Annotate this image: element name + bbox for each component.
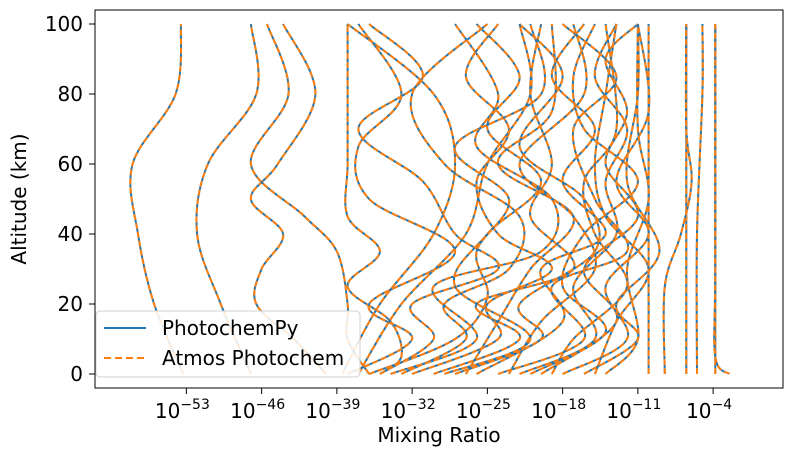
series-line-atmos-photochem-25 bbox=[593, 23, 650, 375]
series-line-atmos-photochem-8 bbox=[390, 23, 560, 375]
series-line-atmos-photochem-24 bbox=[551, 23, 629, 375]
y-axis-ticks: 0 20 40 60 80 100 bbox=[45, 12, 95, 386]
series-line-atmos-photochem-20 bbox=[368, 23, 547, 375]
x-tick-label-6: 10−11 bbox=[606, 397, 661, 423]
y-tick-label-2: 40 bbox=[58, 222, 83, 246]
x-tick-label-7: 10−4 bbox=[686, 397, 732, 423]
x-tick-label-2: 10−39 bbox=[305, 397, 360, 423]
series-line-atmos-photochem-0 bbox=[129, 23, 185, 375]
x-axis-ticks: 10−53 10−46 10−39 10−32 10−25 10−18 10−11 10−4 bbox=[155, 388, 732, 423]
series-line-atmos-photochem-10 bbox=[454, 23, 601, 375]
y-tick-label-5: 100 bbox=[45, 12, 83, 36]
series-line-atmos-photochem-17 bbox=[604, 23, 650, 375]
y-axis-label: Altitude (km) bbox=[7, 133, 31, 264]
series-line-atmos-photochem-13 bbox=[519, 23, 629, 375]
x-axis-label: Mixing Ratio bbox=[377, 423, 500, 447]
series-line-atmos-photochem-23 bbox=[529, 23, 639, 375]
series-line-atmos-photochem-26 bbox=[341, 23, 457, 375]
y-tick-label-4: 80 bbox=[58, 82, 83, 106]
x-tick-label-5: 10−18 bbox=[531, 397, 586, 423]
legend-label-atmos-photochem: Atmos Photochem bbox=[162, 346, 344, 370]
series-line-atmos-photochem-1 bbox=[195, 23, 260, 375]
x-tick-label-0: 10−53 bbox=[155, 397, 210, 423]
series-line-atmos-photochem-5 bbox=[347, 23, 457, 375]
series-line-atmos-photochem-21 bbox=[465, 23, 575, 375]
legend-box bbox=[95, 310, 361, 378]
series-line-atmos-photochem-31 bbox=[695, 23, 704, 375]
series-line-photochempy-5 bbox=[347, 23, 457, 375]
legend-label-photochempy: PhotochemPy bbox=[162, 316, 299, 340]
x-tick-label-3: 10−32 bbox=[381, 397, 436, 423]
series-line-atmos-photochem-7 bbox=[400, 23, 526, 375]
plot-frame bbox=[94, 9, 784, 389]
y-tick-label-1: 20 bbox=[58, 292, 83, 316]
series-line-atmos-photochem-19 bbox=[444, 23, 543, 375]
legend: PhotochemPy Atmos Photochem bbox=[95, 310, 361, 378]
y-tick-label-0: 0 bbox=[70, 362, 83, 386]
series-line-atmos-photochem-29 bbox=[662, 23, 693, 375]
plot-lines bbox=[129, 23, 731, 375]
series-line-photochempy-32 bbox=[713, 24, 731, 375]
x-tick-label-1: 10−46 bbox=[230, 397, 285, 423]
series-line-atmos-photochem-4 bbox=[344, 24, 403, 375]
series-line-photochempy-27 bbox=[357, 23, 533, 375]
y-tick-label-3: 60 bbox=[58, 152, 83, 176]
series-line-photochempy-29 bbox=[662, 23, 693, 375]
series-line-atmos-photochem-32 bbox=[713, 24, 731, 375]
x-tick-label-4: 10−25 bbox=[456, 397, 511, 423]
series-line-atmos-photochem-22 bbox=[508, 23, 598, 375]
series-line-atmos-photochem-27 bbox=[357, 23, 533, 375]
series-line-atmos-photochem-18 bbox=[411, 23, 553, 375]
